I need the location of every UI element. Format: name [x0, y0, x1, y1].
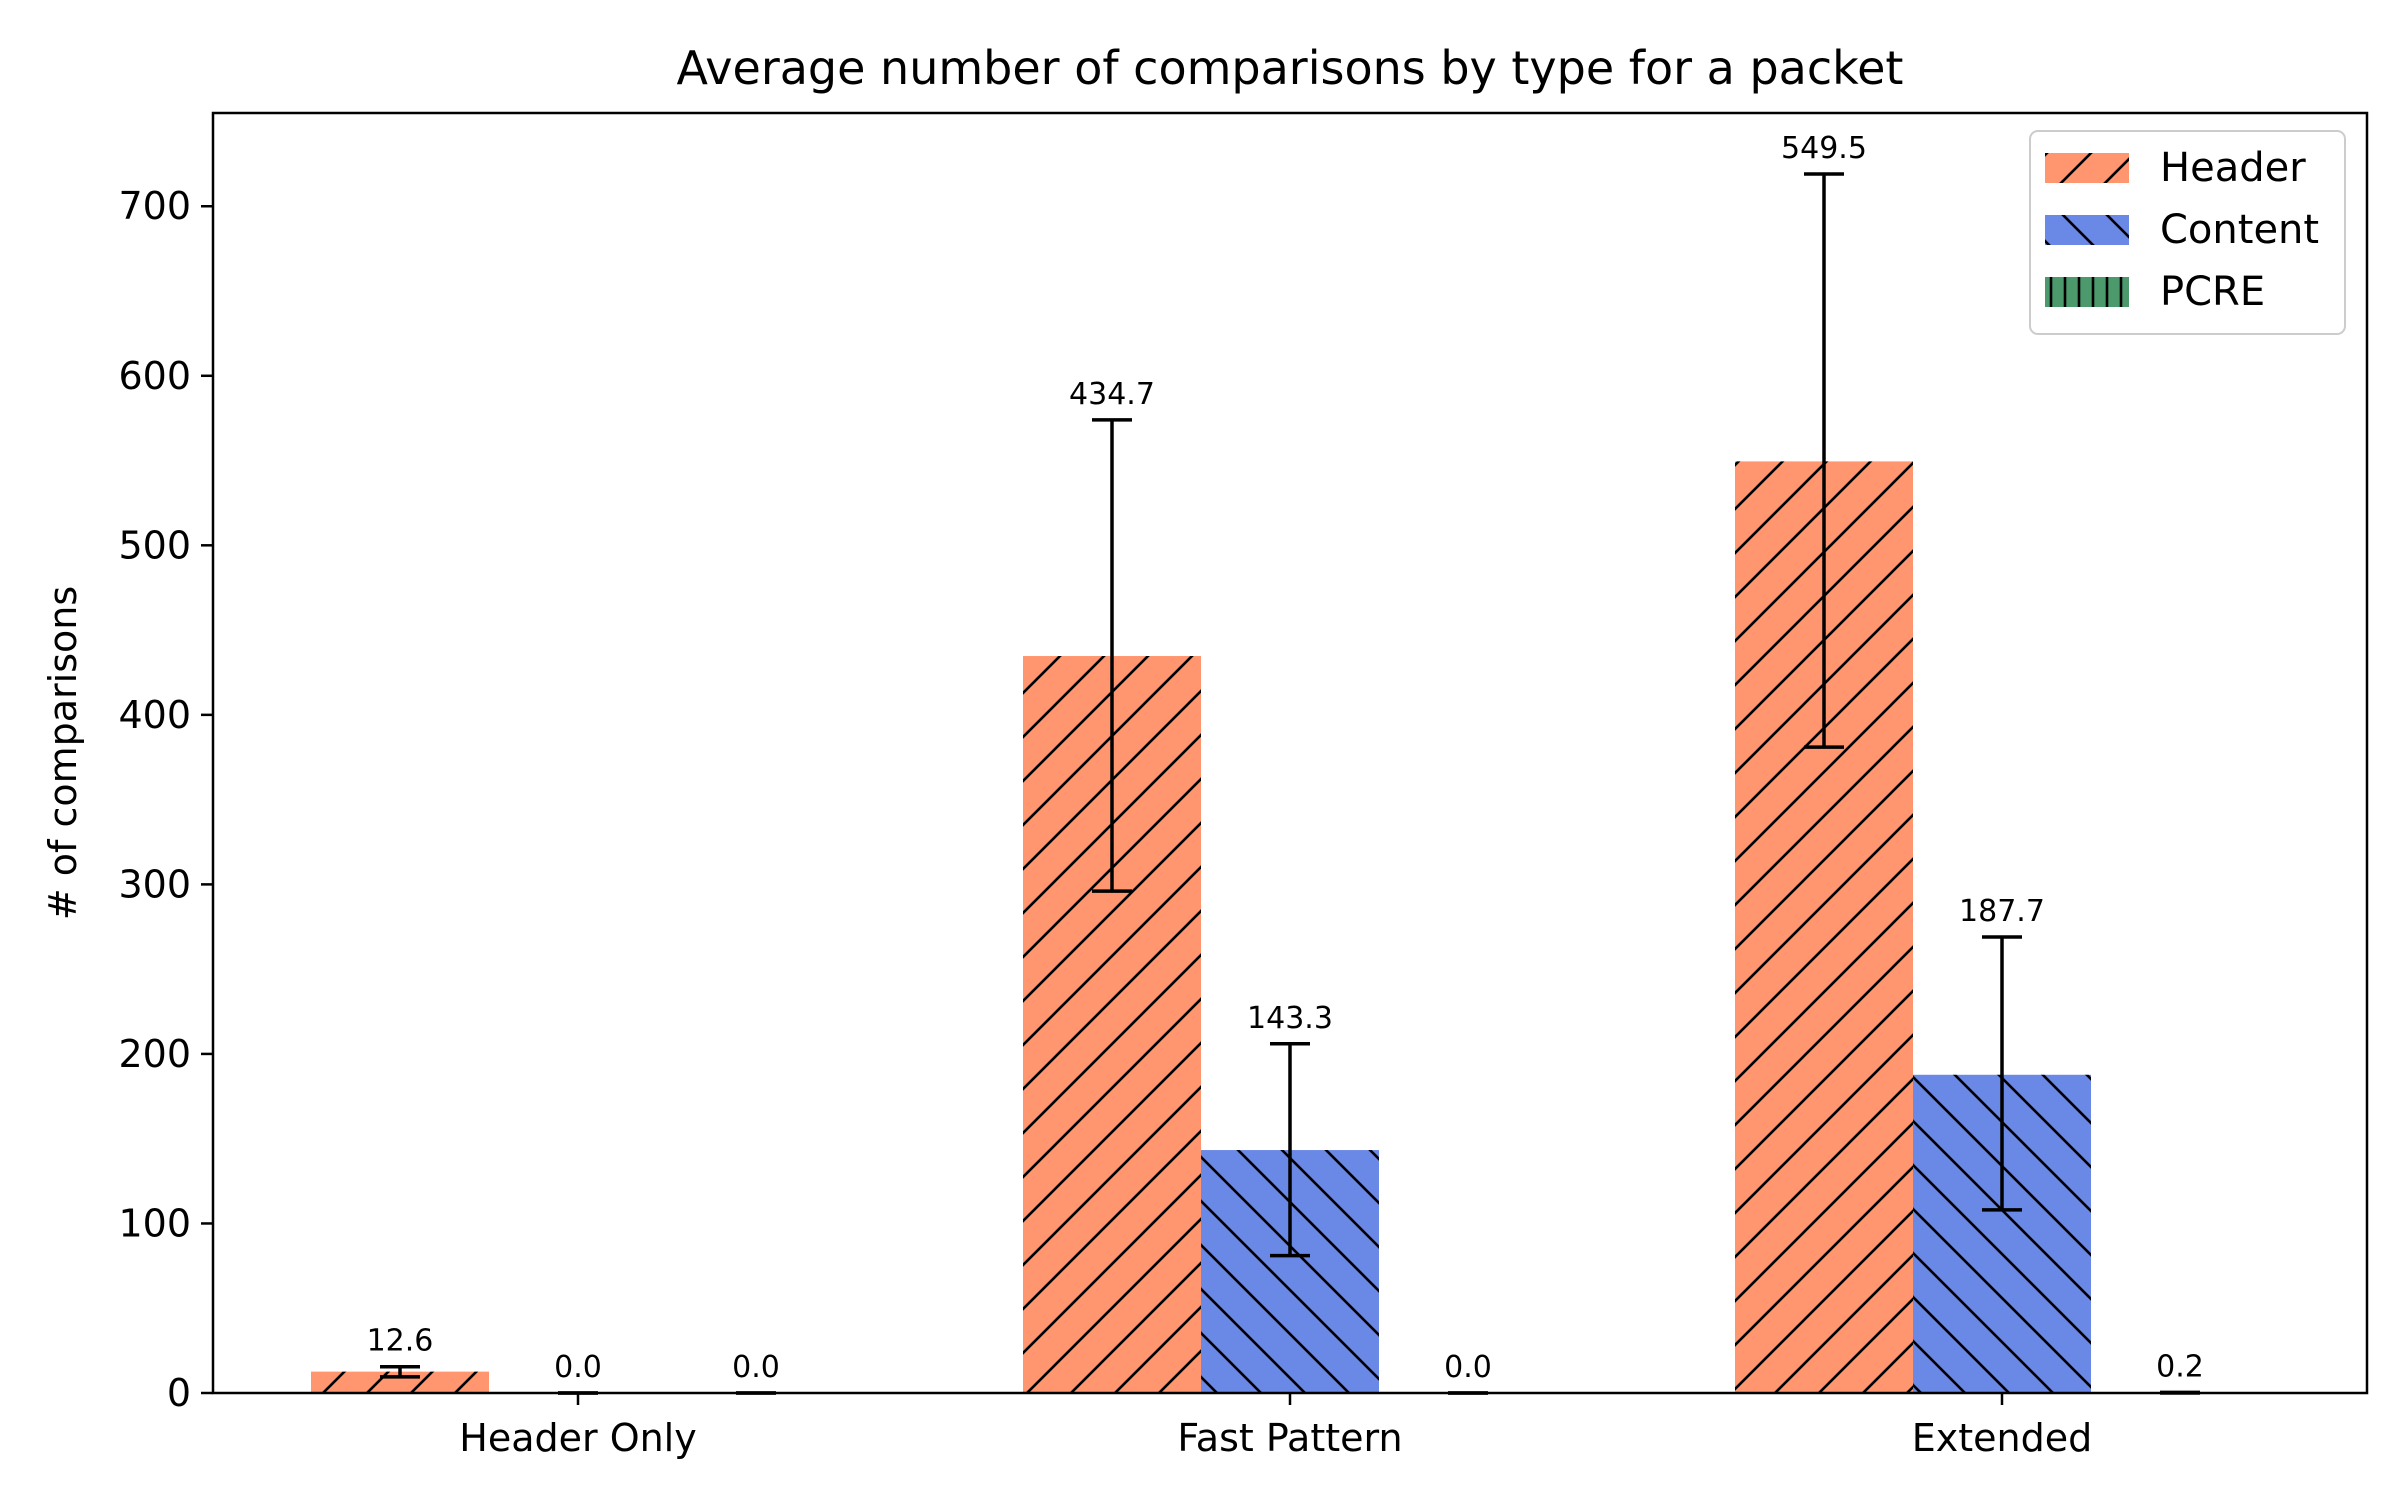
- y-tick-label: 100: [118, 1201, 191, 1245]
- data-label-content-header-only: 0.0: [554, 1350, 602, 1385]
- error-bar-header-header-only: [380, 1364, 420, 1379]
- data-label-header-fast-pattern: 434.7: [1069, 377, 1155, 412]
- error-bar-content-extended: [1982, 935, 2022, 1212]
- x-tick-label: Extended: [1912, 1416, 2092, 1460]
- bar-header-header-only: [311, 1371, 489, 1393]
- y-tick-label: 300: [118, 862, 191, 906]
- chart-title: Average number of comparisons by type fo…: [677, 41, 1904, 95]
- legend-label-pcre: PCRE: [2160, 269, 2265, 315]
- legend-item-header: Header: [2045, 145, 2306, 191]
- x-tick-label: Header Only: [459, 1416, 696, 1460]
- error-bar-header-extended: [1804, 172, 1844, 749]
- legend-label-content: Content: [2160, 207, 2319, 253]
- error-bar-header-fast-pattern: [1092, 418, 1132, 893]
- legend-item-pcre: PCRE: [2045, 269, 2265, 315]
- y-tick-label: 700: [118, 184, 191, 228]
- data-label-header-header-only: 12.6: [367, 1324, 434, 1359]
- legend: Header Content PCRE: [2029, 130, 2346, 335]
- data-label-header-extended: 549.5: [1781, 131, 1867, 166]
- bar-content-extended: [1913, 1074, 2091, 1393]
- data-label-pcre-fast-pattern: 0.0: [1444, 1350, 1492, 1385]
- y-tick-label: 600: [118, 354, 191, 398]
- y-tick-label: 400: [118, 693, 191, 737]
- axes-layer: 0 100 200 300 400 500 600 700 Header Only Fast Pa…: [118, 184, 2092, 1460]
- data-label-pcre-extended: 0.2: [2156, 1349, 2204, 1384]
- x-tick-label: Fast Pattern: [1177, 1416, 1402, 1460]
- legend-item-content: Content: [2045, 207, 2319, 253]
- error-bar-content-fast-pattern: [1270, 1042, 1310, 1258]
- data-label-pcre-header-only: 0.0: [732, 1350, 780, 1385]
- y-tick-label: 500: [118, 523, 191, 567]
- data-labels-layer: 12.6 434.7 549.5 0.0 143.3 187.7 0.0 0.0 0.2: [367, 131, 2204, 1385]
- y-axis-label: # of comparisons: [41, 586, 85, 920]
- data-label-content-extended: 187.7: [1959, 894, 2045, 929]
- data-label-content-fast-pattern: 143.3: [1247, 1001, 1333, 1036]
- legend-label-header: Header: [2160, 145, 2306, 191]
- y-tick-label: 200: [118, 1032, 191, 1076]
- y-tick-label: 0: [167, 1371, 191, 1415]
